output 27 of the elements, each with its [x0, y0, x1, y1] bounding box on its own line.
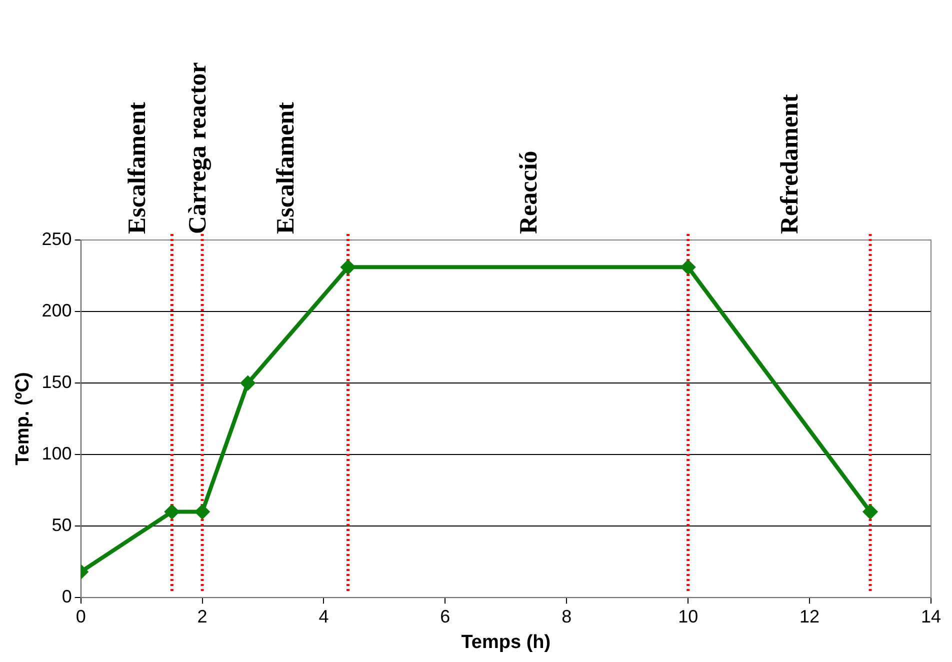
point — [341, 260, 356, 274]
x-tick-label: 10 — [678, 606, 698, 626]
text: Escalfament — [272, 101, 300, 234]
x-tick-label: 6 — [440, 606, 450, 626]
text: Càrrega reactor — [184, 62, 212, 234]
x-tick-label: 4 — [318, 606, 329, 626]
point — [681, 260, 696, 274]
x-tick-label: 14 — [920, 606, 942, 626]
x-tick-label: 12 — [800, 606, 820, 626]
point — [863, 504, 878, 519]
text: Reacció — [516, 150, 543, 234]
point — [240, 376, 255, 390]
x-tick-label: 2 — [197, 606, 208, 626]
y-tick-label: 50 — [52, 515, 72, 536]
x-tick-label: 8 — [562, 606, 572, 626]
point — [195, 504, 210, 519]
x-axis-title: Temps (h) — [461, 632, 551, 653]
x-tick-label: 0 — [76, 606, 86, 626]
text: Escalfament — [124, 101, 151, 234]
text: Refredament — [776, 94, 804, 234]
y-tick-label: 0 — [62, 586, 72, 607]
y-tick-label: 100 — [42, 444, 72, 464]
y-axis-title: Temp. (ºC) — [12, 372, 34, 466]
point — [164, 504, 179, 519]
y-tick-label: 200 — [42, 300, 72, 320]
y-tick-label: 250 — [42, 228, 72, 249]
y-tick-label: 150 — [42, 372, 72, 392]
